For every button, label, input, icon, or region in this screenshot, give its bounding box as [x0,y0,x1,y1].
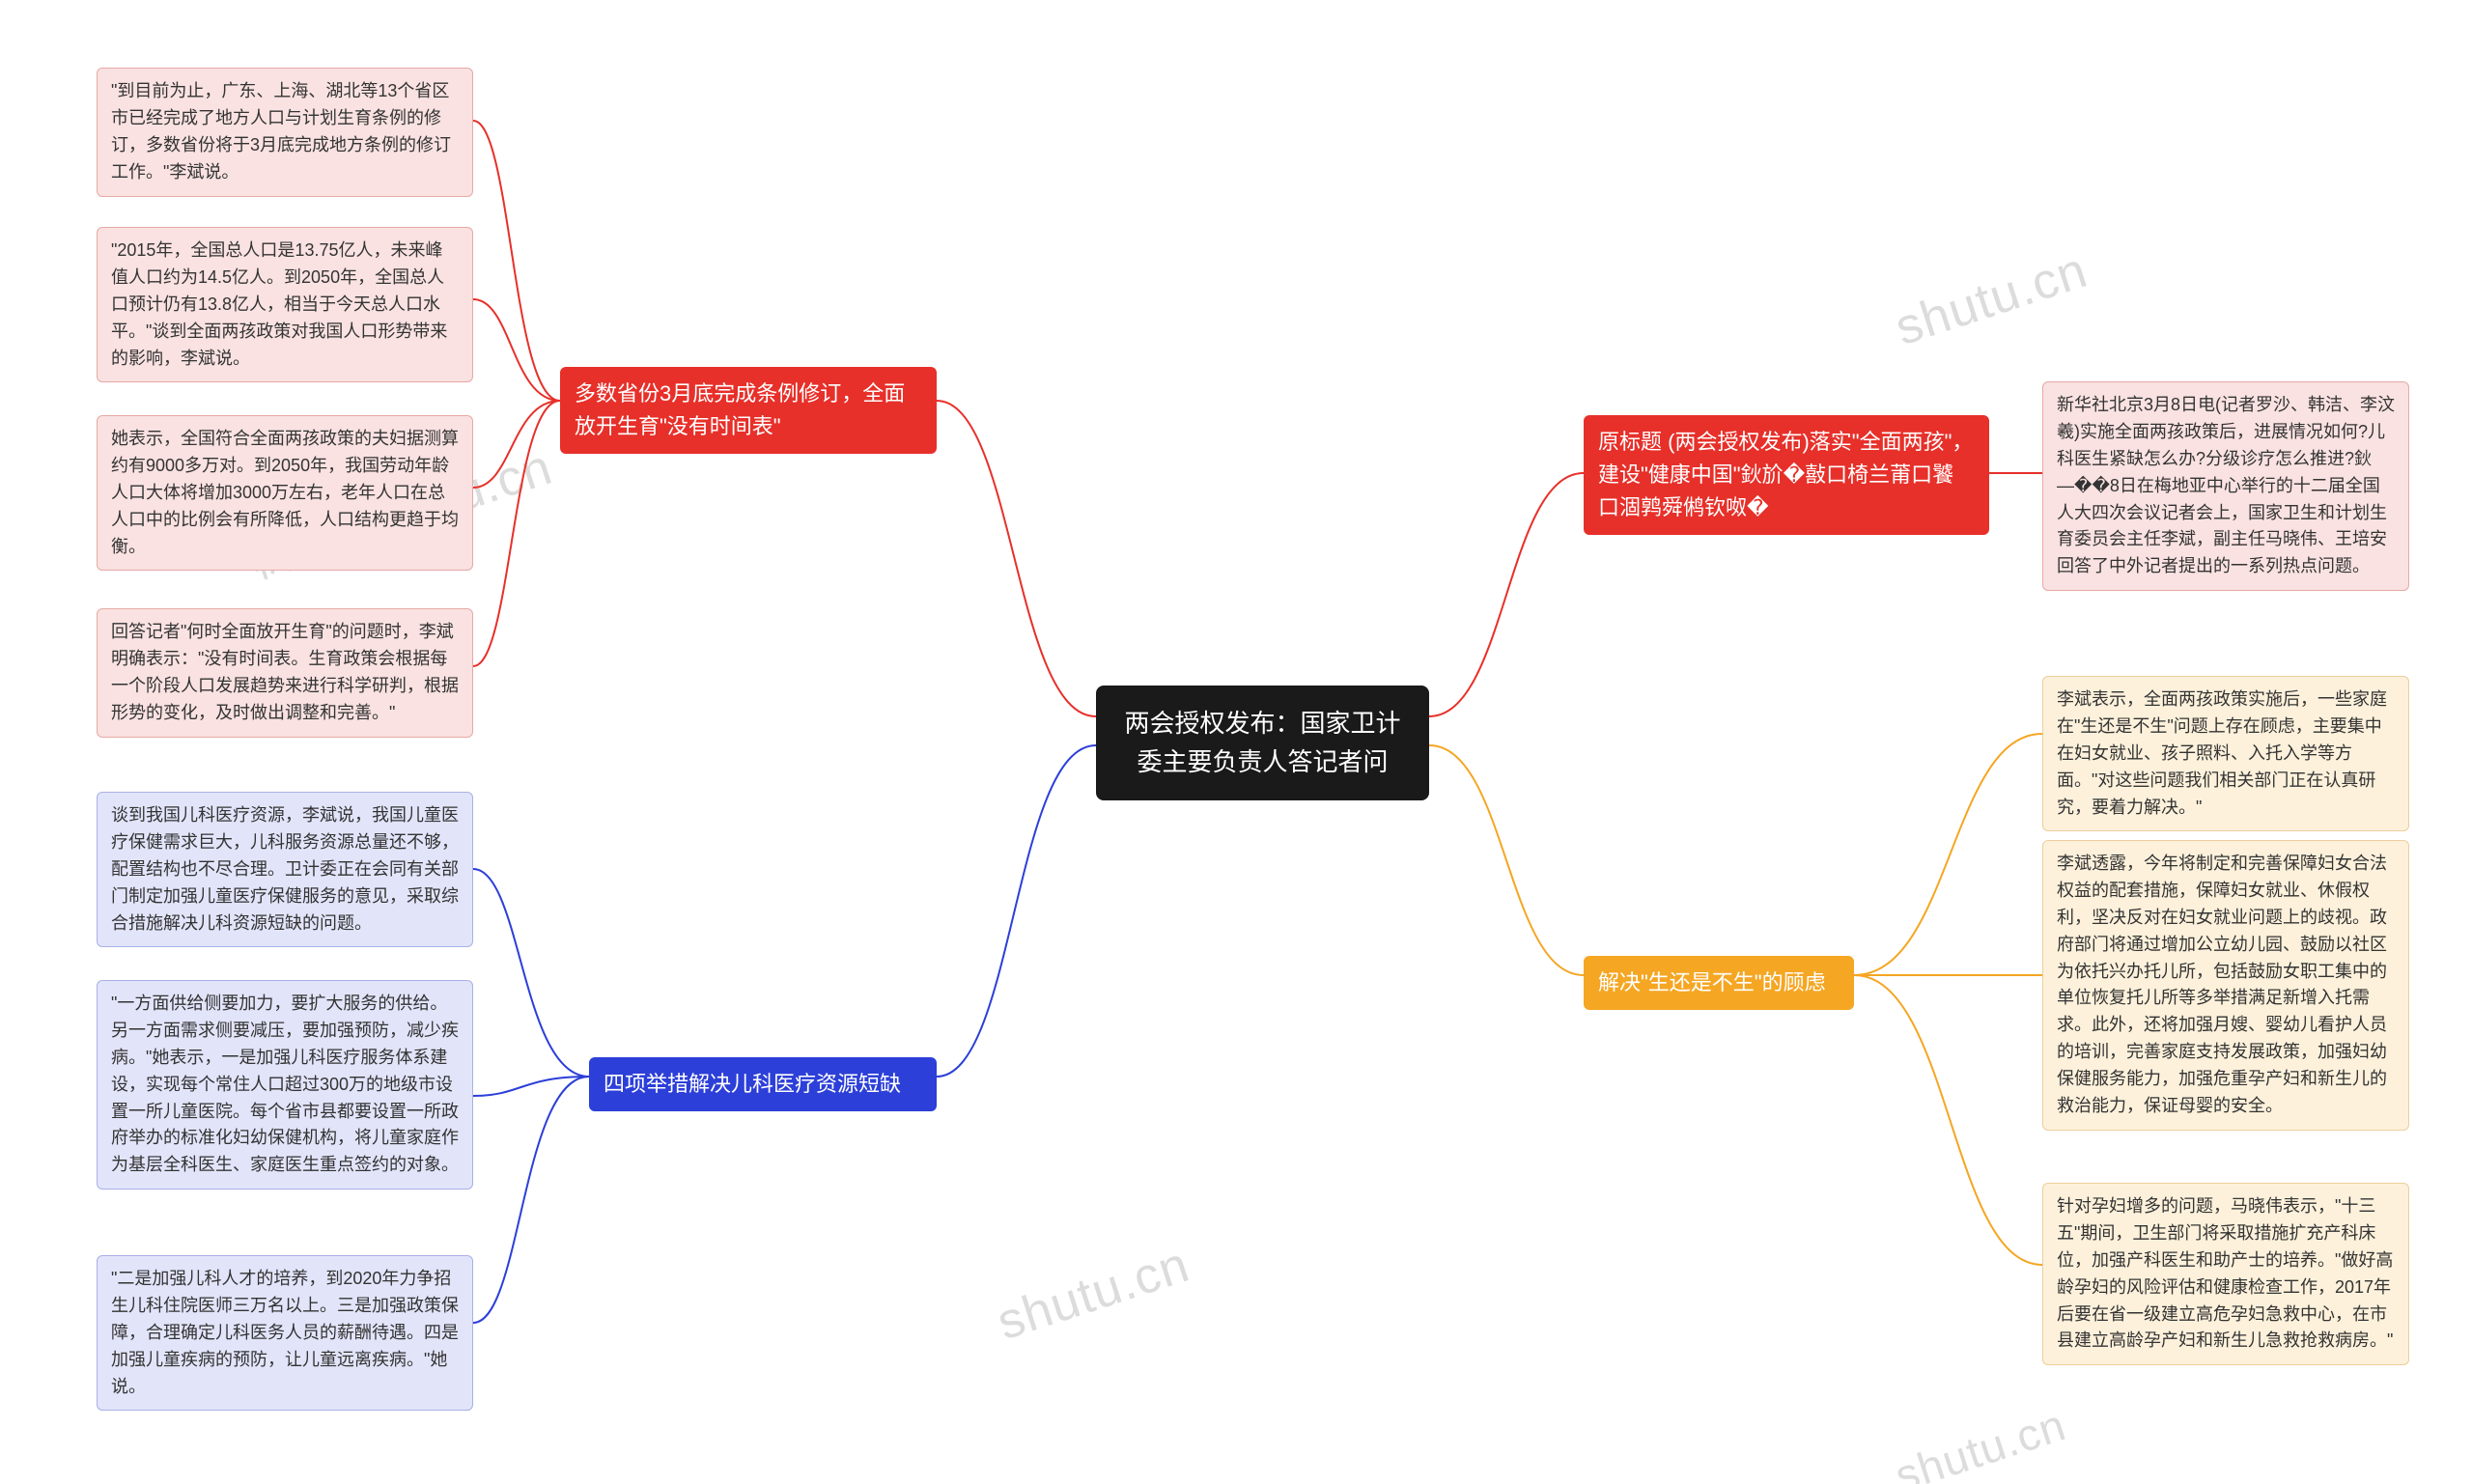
leaf-bottom-left-2[interactable]: "一方面供给侧要加力，要扩大服务的供给。另一方面需求侧要减压，要加强预防，减少疾… [97,980,473,1190]
root-title-line: 委主要负责人答记者问 [1118,742,1407,781]
leaf-mid-right-2[interactable]: 李斌透露，今年将制定和完善保障妇女合法权益的配套措施，保障妇女就业、休假权利，坚… [2042,840,2409,1131]
leaf-top-right[interactable]: 新华社北京3月8日电(记者罗沙、韩洁、李汶羲)实施全面两孩政策后，进展情况如何?… [2042,381,2409,591]
leaf-bottom-left-3[interactable]: "二是加强儿科人才的培养，到2020年力争招生儿科住院医师三万名以上。三是加强政… [97,1255,473,1411]
leaf-top-left-3[interactable]: 她表示，全国符合全面两孩政策的夫妇据测算约有9000多万对。到2050年，我国劳… [97,415,473,571]
leaf-mid-right-3[interactable]: 针对孕妇增多的问题，马晓伟表示，"十三五"期间，卫生部门将采取措施扩充产科床位，… [2042,1183,2409,1365]
watermark: shutu.cn [1889,241,2094,357]
mindmap-canvas: 树图 shutu.cn shutu.cn shutu.cn shutu.cn 两… [0,0,2472,1484]
leaf-bottom-left-1[interactable]: 谈到我国儿科医疗资源，李斌说，我国儿童医疗保健需求巨大，儿科服务资源总量还不够，… [97,792,473,947]
branch-bottom-left[interactable]: 四项举措解决儿科医疗资源短缺 [589,1057,937,1111]
root-title-line: 两会授权发布：国家卫计 [1118,704,1407,742]
branch-top-left[interactable]: 多数省份3月底完成条例修订，全面放开生育"没有时间表" [560,367,937,454]
branch-top-right[interactable]: 原标题 (两会授权发布)落实"全面两孩"，建设"健康中国"鈥斺�敼口椅兰莆口饕口… [1584,415,1989,535]
leaf-top-left-1[interactable]: "到目前为止，广东、上海、湖北等13个省区市已经完成了地方人口与计划生育条例的修… [97,68,473,197]
branch-mid-right[interactable]: 解决"生还是不生"的顾虑 [1584,956,1854,1010]
leaf-top-left-4[interactable]: 回答记者"何时全面放开生育"的问题时，李斌明确表示："没有时间表。生育政策会根据… [97,608,473,738]
leaf-top-left-2[interactable]: "2015年，全国总人口是13.75亿人，未来峰值人口约为14.5亿人。到205… [97,227,473,382]
leaf-mid-right-1[interactable]: 李斌表示，全面两孩政策实施后，一些家庭在"生还是不生"问题上存在顾虑，主要集中在… [2042,676,2409,831]
watermark: shutu.cn [991,1236,1196,1352]
watermark: shutu.cn [1889,1398,2072,1484]
root-node[interactable]: 两会授权发布：国家卫计 委主要负责人答记者问 [1096,686,1429,800]
